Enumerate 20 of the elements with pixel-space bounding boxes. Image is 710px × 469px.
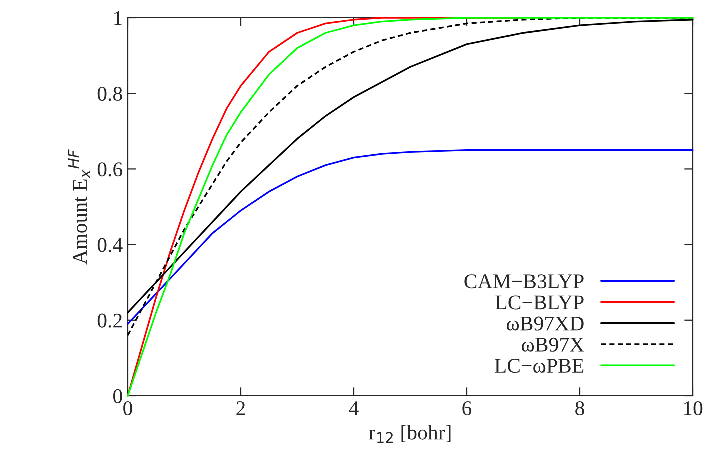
x-axis-title: r$_{12}$ [bohr]	[369, 425, 451, 444]
y-tick-label: 0.2	[98, 314, 122, 328]
y-axis-title: Amount E$_{x}$$^{HF}$	[68, 150, 90, 265]
x-tick-label: 8	[576, 401, 584, 416]
x-tick-label: 2	[236, 402, 246, 416]
x-tick-label: 10	[684, 401, 703, 416]
y-tick-label: 0.4	[98, 238, 123, 252]
legend-label: CAM−B3LYP	[464, 274, 584, 289]
x-tick-label: 0	[124, 401, 132, 416]
y-tick-label: 0.6	[98, 162, 123, 177]
y-tick-label: 0.8	[98, 86, 122, 102]
legend-label: ωB97XD	[506, 316, 584, 331]
legend-label: ωB97X	[522, 338, 584, 352]
legend-label: LC−BLYP	[496, 296, 584, 310]
legend-label: LC−ωPBE	[494, 359, 584, 374]
x-tick-label: 4	[349, 402, 359, 416]
y-tick-label: 1	[114, 11, 122, 26]
y-tick-label: 0	[114, 389, 122, 404]
x-tick-label: 6	[462, 402, 472, 416]
line-series	[127, 17, 694, 397]
